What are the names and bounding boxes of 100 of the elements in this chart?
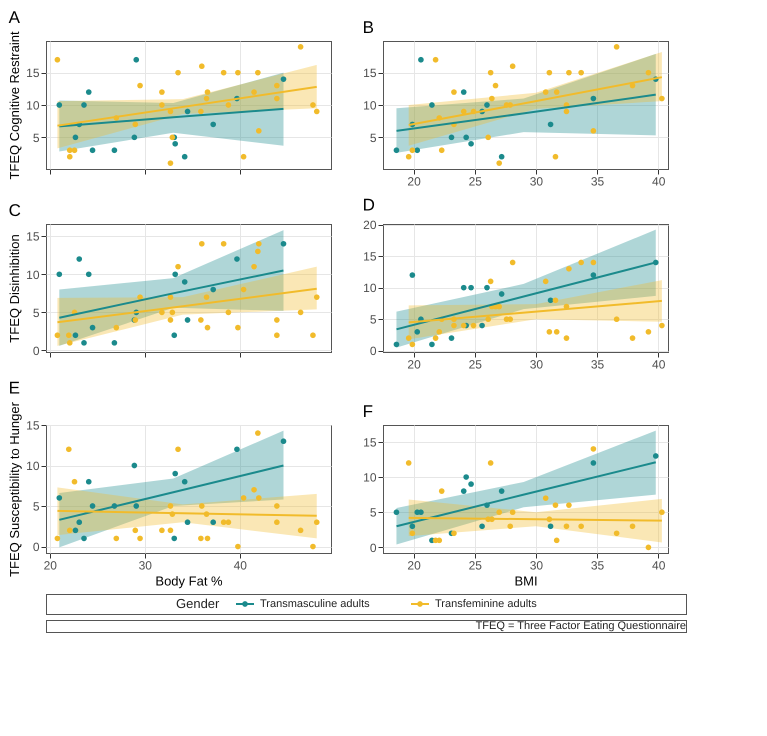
point xyxy=(552,297,558,304)
point xyxy=(468,481,474,487)
point xyxy=(590,96,596,102)
point xyxy=(451,322,457,328)
point xyxy=(485,316,492,322)
point xyxy=(566,266,572,272)
point xyxy=(133,56,140,63)
point xyxy=(468,140,474,147)
point xyxy=(72,134,78,140)
point xyxy=(220,519,226,526)
point xyxy=(394,509,400,516)
point xyxy=(659,96,665,102)
point xyxy=(488,70,494,76)
point xyxy=(578,523,584,530)
point xyxy=(489,96,495,102)
y-tick-label: 0 xyxy=(370,344,377,358)
point xyxy=(274,503,280,509)
point xyxy=(198,503,205,509)
point xyxy=(172,271,178,278)
x-tick-label: 25 xyxy=(468,358,482,372)
point xyxy=(510,260,516,266)
point xyxy=(182,154,188,160)
point xyxy=(394,342,400,348)
x-tick-label: 30 xyxy=(138,558,152,572)
point xyxy=(204,294,210,300)
point xyxy=(56,271,62,278)
point xyxy=(256,240,262,247)
point xyxy=(463,474,470,480)
point xyxy=(198,240,205,247)
point xyxy=(90,147,96,154)
point xyxy=(168,317,174,323)
y-axis-title: TFEQ Disinhibition xyxy=(7,234,22,343)
point xyxy=(255,248,261,254)
point xyxy=(226,102,232,108)
y-tick-label: 5 xyxy=(370,506,377,520)
y-tick-label: 5 xyxy=(32,306,40,320)
point xyxy=(76,519,82,526)
point xyxy=(484,102,490,108)
point xyxy=(630,523,636,530)
point xyxy=(159,310,165,316)
point xyxy=(496,509,502,516)
point xyxy=(112,340,118,346)
point xyxy=(81,536,87,542)
point xyxy=(137,536,143,542)
point xyxy=(314,108,320,114)
x-tick-label: 40 xyxy=(652,358,666,372)
point xyxy=(204,324,210,330)
point xyxy=(198,317,204,323)
point xyxy=(234,446,240,452)
point xyxy=(429,342,435,348)
x-tick-label: 40 xyxy=(234,558,248,572)
point xyxy=(255,430,261,436)
y-tick-label: 10 xyxy=(26,98,40,112)
point xyxy=(112,147,118,154)
point xyxy=(159,527,165,534)
y-tick-label: 5 xyxy=(32,500,40,514)
point xyxy=(113,324,120,330)
point xyxy=(172,140,178,147)
point xyxy=(448,335,454,341)
point xyxy=(198,63,205,70)
point xyxy=(484,284,490,291)
point xyxy=(54,332,60,338)
point xyxy=(414,329,420,335)
point xyxy=(460,108,467,114)
point xyxy=(410,342,416,348)
y-tick-label: 5 xyxy=(32,130,40,145)
point xyxy=(552,154,558,160)
point xyxy=(614,316,620,322)
point xyxy=(251,89,257,95)
point xyxy=(546,329,552,335)
chart-title: D xyxy=(362,196,375,215)
point xyxy=(298,310,304,316)
point xyxy=(220,70,226,76)
point xyxy=(235,544,241,550)
point xyxy=(159,102,165,108)
point xyxy=(175,264,181,270)
point xyxy=(113,536,120,542)
point xyxy=(171,536,178,542)
y-tick-label: 0 xyxy=(32,540,40,554)
point xyxy=(479,523,485,530)
legend-title: Gender xyxy=(176,596,220,611)
point xyxy=(210,286,216,292)
point xyxy=(460,322,467,328)
point xyxy=(226,310,232,316)
point xyxy=(498,291,504,297)
point xyxy=(542,278,549,284)
point xyxy=(298,44,304,50)
point xyxy=(81,102,87,108)
point xyxy=(646,70,652,76)
point xyxy=(488,460,494,466)
y-tick-label: 10 xyxy=(363,98,377,112)
point xyxy=(210,519,216,526)
point xyxy=(410,523,416,530)
y-tick-label: 20 xyxy=(363,218,377,232)
point xyxy=(240,154,246,160)
point xyxy=(274,82,280,88)
y-tick-label: 15 xyxy=(363,435,377,450)
point xyxy=(590,446,596,452)
point xyxy=(234,256,240,262)
point xyxy=(564,523,570,530)
